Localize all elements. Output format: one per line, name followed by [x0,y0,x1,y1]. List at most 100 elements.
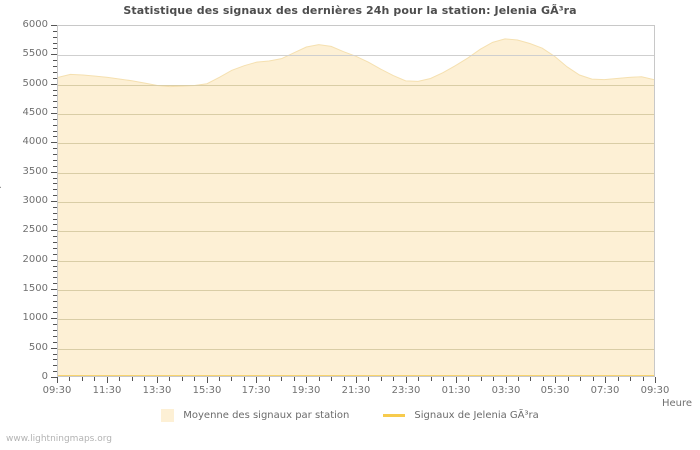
y-minor-tick [53,77,57,79]
x-major-tick [57,377,58,383]
x-tick-label: 09:30 [640,385,670,396]
y-minor-tick [53,294,57,296]
y-minor-tick [53,30,57,32]
x-tick-label: 23:30 [391,385,421,396]
x-major-tick [306,377,307,383]
legend-item-average: Moyenne des signaux par station [161,409,349,422]
x-minor-tick [219,377,220,381]
y-tick-label: 0 [41,371,48,382]
y-minor-tick [53,165,57,167]
gridline [58,143,654,144]
watermark: www.lightningmaps.org [6,434,112,444]
y-major-tick [51,25,57,26]
y-tick-label: 5000 [22,77,48,89]
y-minor-tick [53,312,57,314]
legend: Moyenne des signaux par station Signaux … [0,409,700,422]
gridline [58,55,654,56]
x-minor-tick [244,377,245,381]
y-minor-tick [53,265,57,267]
y-tick-label: 1500 [22,283,48,294]
x-tick-label: 17:30 [241,385,271,396]
x-minor-tick [630,377,631,381]
y-minor-tick [53,212,57,214]
x-major-tick [356,377,357,383]
legend-item-station: Signaux de Jelenia GÃ³ra [383,410,539,421]
x-minor-tick [468,377,469,381]
x-minor-tick [281,377,282,381]
x-minor-tick [182,377,183,381]
y-tick-label: 3500 [22,165,48,177]
y-minor-tick [53,130,57,132]
y-major-tick [51,171,57,173]
x-minor-tick [269,377,270,381]
gridline [58,290,654,291]
y-minor-tick [53,159,57,161]
x-major-tick [406,377,407,383]
x-minor-tick [319,377,320,381]
x-major-tick [157,377,158,383]
x-minor-tick [119,377,120,381]
y-minor-tick [53,353,57,355]
y-minor-tick [53,330,57,332]
y-minor-tick [53,136,57,138]
y-axis-title: Nb /h [0,178,3,205]
y-tick-label: 4000 [22,136,48,148]
y-minor-tick [53,365,57,367]
x-tick-label: 21:30 [341,385,371,396]
y-major-tick [51,377,57,378]
x-major-tick [456,377,457,383]
gridline [58,349,654,350]
y-minor-tick [53,247,57,249]
line-swatch-icon [383,414,406,417]
x-minor-tick [593,377,594,381]
y-minor-tick [53,118,57,120]
y-minor-tick [53,36,57,38]
x-tick-label: 09:30 [42,385,72,396]
x-minor-tick [144,377,145,381]
gridline [58,114,654,115]
x-minor-tick [443,377,444,381]
y-minor-tick [53,60,57,62]
x-major-tick [256,377,257,383]
y-major-tick [51,142,57,144]
x-tick-label: 13:30 [142,385,172,396]
x-tick-label: 19:30 [291,385,321,396]
x-minor-tick [393,377,394,381]
y-tick-label: 6000 [22,19,48,30]
x-minor-tick [493,377,494,381]
area-swatch-icon [161,409,175,422]
y-minor-tick [53,95,57,97]
y-minor-tick [53,148,57,150]
y-tick-label: 1000 [22,312,48,324]
plot-area [57,25,655,377]
x-minor-tick [543,377,544,381]
x-major-tick [555,377,556,383]
x-minor-tick [568,377,569,381]
y-minor-tick [53,277,57,279]
x-minor-tick [643,377,644,381]
y-tick-label: 2500 [22,224,48,236]
y-minor-tick [53,271,57,273]
y-minor-tick [53,218,57,220]
y-minor-tick [53,283,57,285]
x-minor-tick [381,377,382,381]
y-major-tick [51,83,57,85]
y-tick-label: 5500 [22,48,48,60]
y-minor-tick [53,89,57,91]
x-minor-tick [82,377,83,381]
y-axis: 0 500 1000 1500 2000 2500 3000 3500 4000 4500 5000… [0,20,48,382]
x-minor-tick [294,377,295,381]
x-minor-tick [94,377,95,381]
x-tick-label: 05:30 [540,385,570,396]
y-minor-tick [53,300,57,302]
x-tick-label: 11:30 [92,385,122,396]
x-minor-tick [418,377,419,381]
y-major-tick [51,289,57,290]
y-minor-tick [53,195,57,197]
gridline [58,173,654,174]
y-minor-tick [53,253,57,255]
x-major-tick [207,377,208,383]
y-minor-tick [53,236,57,238]
y-minor-tick [53,101,57,103]
y-major-tick [51,113,57,114]
